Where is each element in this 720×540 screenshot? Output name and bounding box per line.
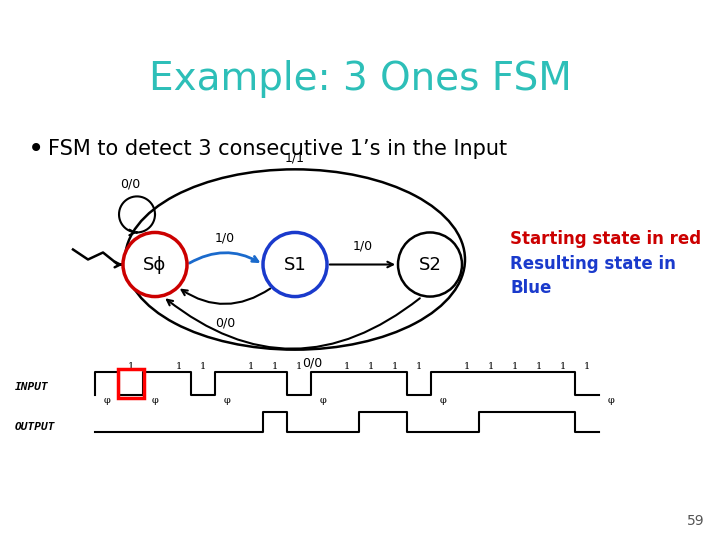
Text: 1: 1: [344, 362, 350, 370]
Text: 1: 1: [176, 362, 182, 370]
Text: 1: 1: [368, 362, 374, 370]
Text: 0/0: 0/0: [120, 177, 140, 191]
Text: L26: Sequential Logic: L26: Sequential Logic: [300, 12, 420, 23]
Text: 0/0: 0/0: [302, 357, 323, 370]
Text: 1: 1: [488, 362, 494, 370]
Text: 59: 59: [688, 514, 705, 528]
Text: INPUT: INPUT: [15, 382, 49, 392]
Text: S1: S1: [284, 255, 307, 273]
Text: φ: φ: [608, 396, 614, 405]
Text: 1: 1: [248, 362, 254, 370]
Circle shape: [123, 232, 187, 296]
Text: Sϕ: Sϕ: [143, 255, 166, 273]
Text: 1/0: 1/0: [352, 239, 372, 253]
Text: φ: φ: [152, 396, 158, 405]
Text: •: •: [28, 136, 44, 163]
Text: 1: 1: [200, 362, 206, 370]
Circle shape: [398, 232, 462, 296]
Text: 0/0: 0/0: [215, 316, 235, 329]
Text: 1: 1: [272, 362, 278, 370]
Text: Blue: Blue: [510, 279, 552, 296]
Text: 1: 1: [584, 362, 590, 370]
Text: 1: 1: [536, 362, 542, 370]
Text: 1: 1: [464, 362, 470, 370]
Text: Resulting state in: Resulting state in: [510, 254, 676, 273]
Circle shape: [263, 232, 327, 296]
Text: φ: φ: [104, 396, 110, 405]
Text: 1: 1: [128, 362, 134, 370]
Text: CMPT 295: CMPT 295: [643, 12, 698, 23]
Text: φ: φ: [320, 396, 326, 405]
Text: Example: 3 Ones FSM: Example: 3 Ones FSM: [148, 60, 572, 98]
Text: S2: S2: [418, 255, 441, 273]
Text: φ: φ: [440, 396, 446, 405]
Text: 1: 1: [392, 362, 398, 370]
Text: 1: 1: [512, 362, 518, 370]
Text: 1: 1: [560, 362, 566, 370]
Text: OUTPUT: OUTPUT: [15, 422, 55, 432]
Text: Starting state in red: Starting state in red: [510, 231, 701, 248]
Text: φ: φ: [224, 396, 230, 405]
Text: 1/1: 1/1: [285, 151, 305, 164]
Text: 1: 1: [416, 362, 422, 370]
Text: FSM to detect 3 consecutive 1’s in the Input: FSM to detect 3 consecutive 1’s in the I…: [48, 139, 507, 159]
Text: 1/0: 1/0: [215, 232, 235, 245]
Text: 1: 1: [296, 362, 302, 370]
